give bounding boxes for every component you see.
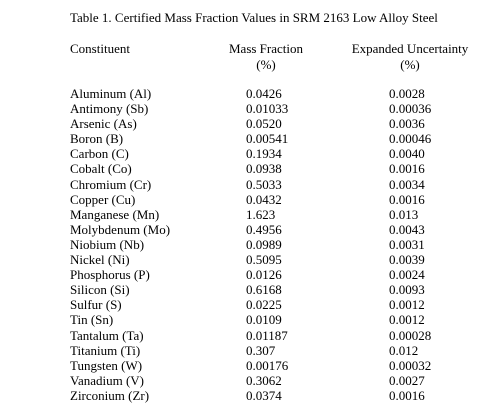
uncertainty-cell: 0.0093 bbox=[389, 282, 425, 298]
constituent-cell: Boron (B) bbox=[70, 131, 124, 147]
uncertainty-cell: 0.00046 bbox=[389, 131, 432, 147]
constituent-cell: Niobium (Nb) bbox=[70, 236, 145, 252]
uncertainty-cell: 0.0031 bbox=[389, 236, 425, 252]
mass-fraction-cell: 0.0432 bbox=[246, 191, 282, 207]
column-header-mass-fraction-unit: (%) bbox=[256, 57, 276, 72]
uncertainty-cell: 0.0036 bbox=[389, 116, 425, 132]
table-body: Aluminum (Al) 0.0426 0.0028 Antimony (Sb) 0.… bbox=[0, 86, 503, 403]
table-row: Silicon (Si) 0.6168 0.0093 bbox=[0, 282, 503, 297]
constituent-cell: Zirconium (Zr) bbox=[70, 387, 150, 403]
mass-fraction-cell: 0.0374 bbox=[246, 387, 282, 403]
table-row: Carbon (C) 0.1934 0.0040 bbox=[0, 146, 503, 161]
constituent-cell: Tin (Sn) bbox=[70, 312, 114, 328]
table-row: Vanadium (V) 0.3062 0.0027 bbox=[0, 373, 503, 388]
uncertainty-cell: 0.013 bbox=[389, 206, 419, 222]
uncertainty-cell: 0.0024 bbox=[389, 267, 425, 283]
uncertainty-cell: 0.0016 bbox=[389, 161, 425, 177]
uncertainty-cell: 0.0039 bbox=[389, 252, 425, 268]
constituent-cell: Arsenic (As) bbox=[70, 116, 137, 132]
table-row: Titanium (Ti) 0.307 0.012 bbox=[0, 343, 503, 358]
mass-fraction-cell: 0.00176 bbox=[246, 357, 289, 373]
mass-fraction-cell: 1.623 bbox=[246, 206, 276, 222]
mass-fraction-cell: 0.0109 bbox=[246, 312, 282, 328]
mass-fraction-cell: 0.0126 bbox=[246, 267, 282, 283]
uncertainty-cell: 0.00036 bbox=[389, 101, 432, 117]
uncertainty-cell: 0.0012 bbox=[389, 312, 425, 328]
mass-fraction-cell: 0.0225 bbox=[246, 297, 282, 313]
mass-fraction-cell: 0.307 bbox=[246, 342, 276, 358]
constituent-cell: Tantalum (Ta) bbox=[70, 327, 144, 343]
table-row: Sulfur (S) 0.0225 0.0012 bbox=[0, 297, 503, 312]
table-row: Zirconium (Zr) 0.0374 0.0016 bbox=[0, 388, 503, 403]
uncertainty-cell: 0.0016 bbox=[389, 191, 425, 207]
constituent-cell: Nickel (Ni) bbox=[70, 252, 130, 268]
table-row: Boron (B) 0.00541 0.00046 bbox=[0, 131, 503, 146]
table-row: Manganese (Mn) 1.623 0.013 bbox=[0, 207, 503, 222]
table-row: Chromium (Cr) 0.5033 0.0034 bbox=[0, 177, 503, 192]
constituent-cell: Phosphorus (P) bbox=[70, 267, 150, 283]
table-row: Molybdenum (Mo) 0.4956 0.0043 bbox=[0, 222, 503, 237]
constituent-cell: Copper (Cu) bbox=[70, 191, 136, 207]
mass-fraction-cell: 0.0938 bbox=[246, 161, 282, 177]
mass-fraction-cell: 0.01187 bbox=[246, 327, 288, 343]
table-caption: Table 1. Certified Mass Fraction Values … bbox=[70, 10, 438, 25]
mass-fraction-cell: 0.0426 bbox=[246, 86, 282, 101]
mass-fraction-cell: 0.00541 bbox=[246, 131, 289, 147]
table-row: Cobalt (Co) 0.0938 0.0016 bbox=[0, 161, 503, 176]
column-header-constituent: Constituent bbox=[70, 41, 130, 56]
uncertainty-cell: 0.00028 bbox=[389, 327, 432, 343]
mass-fraction-cell: 0.5095 bbox=[246, 252, 282, 268]
constituent-cell: Tungsten (W) bbox=[70, 357, 143, 373]
mass-fraction-cell: 0.01033 bbox=[246, 101, 289, 117]
table-row: Copper (Cu) 0.0432 0.0016 bbox=[0, 192, 503, 207]
uncertainty-cell: 0.0027 bbox=[389, 372, 425, 388]
column-header-uncertainty: Expanded Uncertainty bbox=[351, 41, 469, 56]
uncertainty-cell: 0.0028 bbox=[389, 86, 425, 101]
constituent-cell: Chromium (Cr) bbox=[70, 176, 152, 192]
column-header-mass-fraction: Mass Fraction bbox=[228, 41, 304, 56]
constituent-cell: Aluminum (Al) bbox=[70, 86, 152, 101]
constituent-cell: Silicon (Si) bbox=[70, 282, 130, 298]
column-header-uncertainty-unit: (%) bbox=[400, 57, 420, 72]
constituent-cell: Carbon (C) bbox=[70, 146, 129, 162]
mass-fraction-cell: 0.0520 bbox=[246, 116, 282, 132]
table-row: Aluminum (Al) 0.0426 0.0028 bbox=[0, 86, 503, 101]
table-row: Tin (Sn) 0.0109 0.0012 bbox=[0, 312, 503, 327]
mass-fraction-cell: 0.3062 bbox=[246, 372, 282, 388]
constituent-cell: Molybdenum (Mo) bbox=[70, 221, 171, 237]
uncertainty-cell: 0.0016 bbox=[389, 387, 425, 403]
uncertainty-cell: 0.012 bbox=[389, 342, 419, 358]
table-row: Tungsten (W) 0.00176 0.00032 bbox=[0, 358, 503, 373]
table-row: Phosphorus (P) 0.0126 0.0024 bbox=[0, 267, 503, 282]
uncertainty-cell: 0.0012 bbox=[389, 297, 425, 313]
constituent-cell: Sulfur (S) bbox=[70, 297, 122, 313]
constituent-cell: Cobalt (Co) bbox=[70, 161, 132, 177]
uncertainty-cell: 0.0043 bbox=[389, 221, 425, 237]
mass-fraction-cell: 0.0989 bbox=[246, 236, 282, 252]
constituent-cell: Antimony (Sb) bbox=[70, 101, 149, 117]
table-row: Antimony (Sb) 0.01033 0.00036 bbox=[0, 101, 503, 116]
table-row: Nickel (Ni) 0.5095 0.0039 bbox=[0, 252, 503, 267]
mass-fraction-cell: 0.4956 bbox=[246, 221, 282, 237]
table-row: Tantalum (Ta) 0.01187 0.00028 bbox=[0, 328, 503, 343]
constituent-cell: Manganese (Mn) bbox=[70, 206, 160, 222]
constituent-cell: Titanium (Ti) bbox=[70, 342, 141, 358]
uncertainty-cell: 0.0034 bbox=[389, 176, 425, 192]
table-row: Niobium (Nb) 0.0989 0.0031 bbox=[0, 237, 503, 252]
uncertainty-cell: 0.0040 bbox=[389, 146, 425, 162]
mass-fraction-cell: 0.5033 bbox=[246, 176, 282, 192]
uncertainty-cell: 0.00032 bbox=[389, 357, 432, 373]
mass-fraction-cell: 0.6168 bbox=[246, 282, 282, 298]
constituent-cell: Vanadium (V) bbox=[70, 372, 145, 388]
mass-fraction-cell: 0.1934 bbox=[246, 146, 282, 162]
table-row: Arsenic (As) 0.0520 0.0036 bbox=[0, 116, 503, 131]
